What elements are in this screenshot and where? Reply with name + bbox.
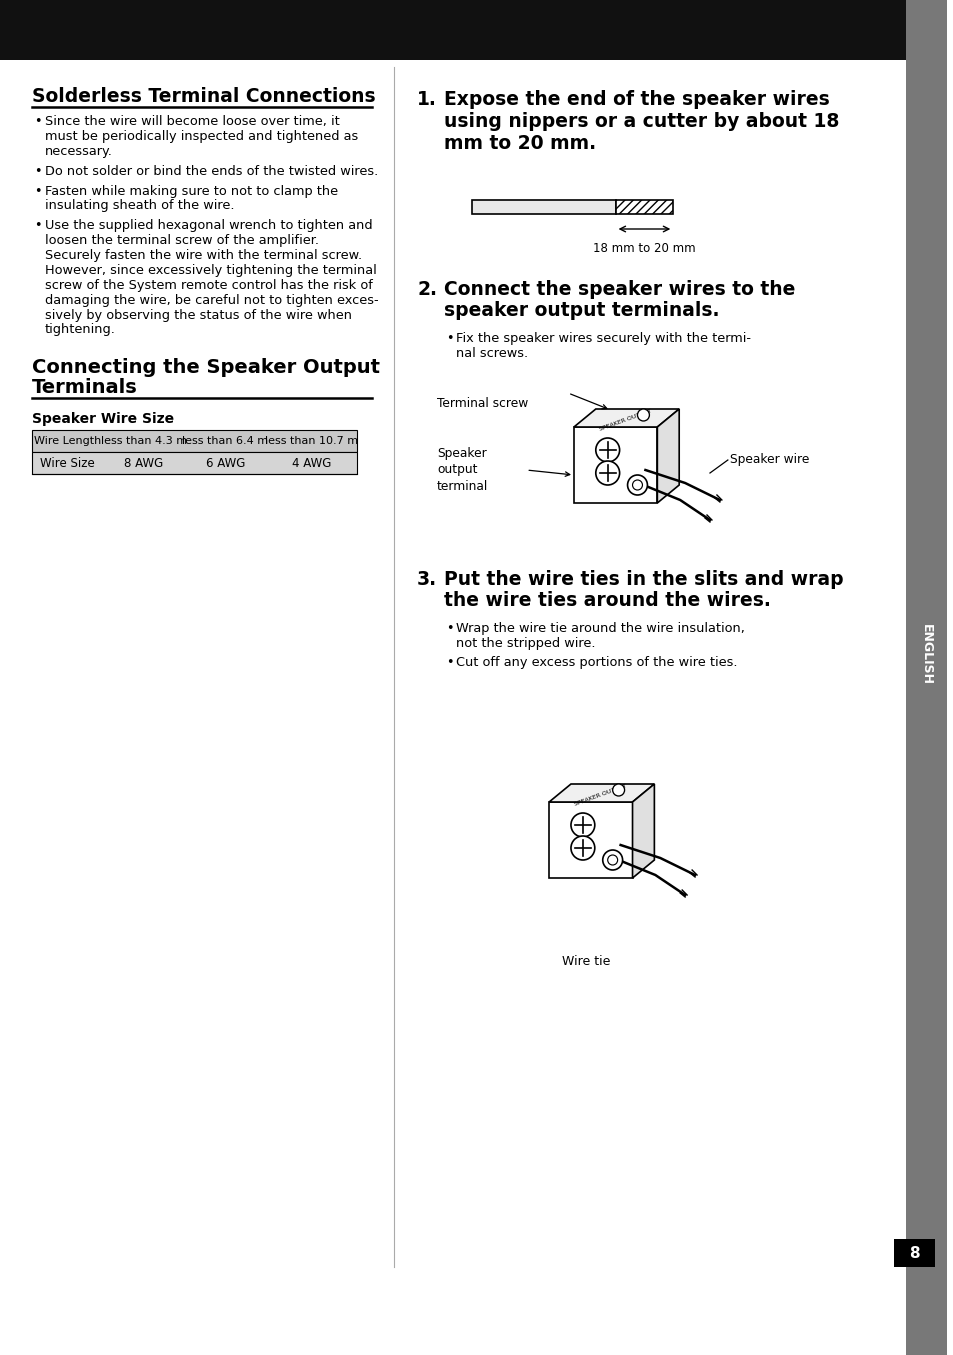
Text: less than 4.3 m: less than 4.3 m [101,436,187,446]
Bar [904,0,946,1355]
Text: •: • [33,115,41,127]
Polygon shape [632,785,654,878]
Text: •: • [446,656,454,669]
Text: Wire Length: Wire Length [34,436,101,446]
Text: 8: 8 [908,1245,919,1260]
Text: Speaker
output
terminal: Speaker output terminal [436,447,488,493]
Bar [471,201,615,214]
Text: sively by observing the status of the wire when: sively by observing the status of the wi… [45,309,352,321]
Text: Connect the speaker wires to the: Connect the speaker wires to the [443,280,795,299]
Text: Connecting the Speaker Output: Connecting the Speaker Output [31,358,379,377]
Text: 4 AWG: 4 AWG [292,457,331,470]
Text: Wire tie: Wire tie [561,955,609,967]
Text: 6 AWG: 6 AWG [206,457,245,470]
Bar [893,1238,934,1267]
Text: speaker output terminals.: speaker output terminals. [443,301,719,320]
Text: Wire Size: Wire Size [40,457,94,470]
Text: Terminal screw: Terminal screw [436,397,528,411]
Text: Cut off any excess portions of the wire ties.: Cut off any excess portions of the wire … [456,656,737,669]
Text: insulating sheath of the wire.: insulating sheath of the wire. [45,199,233,213]
Text: nal screws.: nal screws. [456,347,527,360]
Text: the wire ties around the wires.: the wire ties around the wires. [443,591,770,610]
Circle shape [627,476,647,495]
Text: Put the wire ties in the slits and wrap: Put the wire ties in the slits and wrap [443,570,842,589]
Text: Use the supplied hexagonal wrench to tighten and: Use the supplied hexagonal wrench to tig… [45,220,372,232]
Circle shape [637,409,649,421]
Text: using nippers or a cutter by about 18: using nippers or a cutter by about 18 [443,112,839,131]
Text: less than 6.4 m: less than 6.4 m [182,436,268,446]
Circle shape [596,461,618,485]
Text: •: • [33,220,41,232]
Text: •: • [33,184,41,198]
Text: Terminals: Terminals [31,378,137,397]
Text: Fix the speaker wires securely with the termi-: Fix the speaker wires securely with the … [456,332,750,346]
Bar [615,201,673,214]
Text: Securely fasten the wire with the terminal screw.: Securely fasten the wire with the termin… [45,249,361,262]
Text: SPEAKER OUTPUT: SPEAKER OUTPUT [574,783,627,806]
Text: 8 AWG: 8 AWG [124,457,163,470]
Polygon shape [657,409,679,503]
Text: SPEAKER OUTPUT: SPEAKER OUTPUT [598,408,652,432]
Text: 2.: 2. [416,280,436,299]
Text: •: • [33,165,41,178]
Text: damaging the wire, be careful not to tighten exces-: damaging the wire, be careful not to tig… [45,294,378,306]
Text: However, since excessively tightening the terminal: However, since excessively tightening th… [45,264,376,276]
Bar [549,802,632,878]
Polygon shape [549,785,654,802]
Text: •: • [446,332,454,346]
Circle shape [602,850,622,870]
Text: •: • [446,622,454,635]
Text: less than 10.7 m: less than 10.7 m [265,436,358,446]
Bar [574,427,657,503]
Circle shape [612,785,624,795]
Circle shape [607,855,617,864]
Circle shape [570,813,594,837]
Text: must be periodically inspected and tightened as: must be periodically inspected and tight… [45,130,357,142]
Text: screw of the System remote control has the risk of: screw of the System remote control has t… [45,279,373,291]
Text: 3.: 3. [416,570,436,589]
Text: loosen the terminal screw of the amplifier.: loosen the terminal screw of the amplifi… [45,234,318,247]
Text: not the stripped wire.: not the stripped wire. [456,637,595,650]
Circle shape [596,438,618,462]
Text: Speaker wire: Speaker wire [729,454,808,466]
Bar [31,431,357,453]
Text: necessary.: necessary. [45,145,112,157]
Bar [0,0,904,60]
Text: mm to 20 mm.: mm to 20 mm. [443,134,596,153]
Text: Speaker Wire Size: Speaker Wire Size [31,412,173,427]
Polygon shape [574,409,679,427]
Text: 1.: 1. [416,89,436,108]
Text: Since the wire will become loose over time, it: Since the wire will become loose over ti… [45,115,339,127]
Text: Expose the end of the speaker wires: Expose the end of the speaker wires [443,89,829,108]
Text: ENGLISH: ENGLISH [919,625,932,686]
Text: Fasten while making sure to not to clamp the: Fasten while making sure to not to clamp… [45,184,337,198]
Circle shape [570,836,594,860]
Text: tightening.: tightening. [45,324,115,336]
Text: Wrap the wire tie around the wire insulation,: Wrap the wire tie around the wire insula… [456,622,744,635]
Circle shape [632,480,641,491]
Text: Solderless Terminal Connections: Solderless Terminal Connections [31,87,375,106]
Text: Do not solder or bind the ends of the twisted wires.: Do not solder or bind the ends of the tw… [45,165,377,178]
Bar [31,453,357,474]
Text: 18 mm to 20 mm: 18 mm to 20 mm [593,243,695,255]
